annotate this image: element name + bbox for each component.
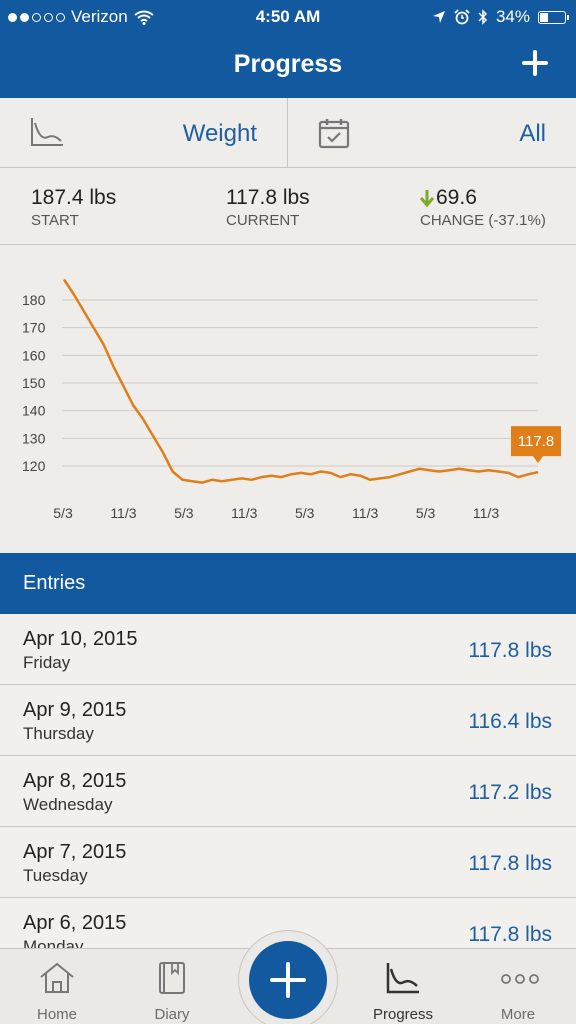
start-stat: 187.4 lbs START [31,186,116,229]
tab-diary-label: Diary [154,1006,190,1023]
entry-date: Apr 9, 2015 [23,699,127,721]
top-header: Verizon 4:50 AM 34% Progress [0,0,576,98]
arrow-down-icon [420,190,434,208]
entry-row[interactable]: Apr 6, 2015 Monday 117.8 lbs [0,898,576,948]
y-tick-label: 150 [22,375,46,391]
entry-date: Apr 10, 2015 [23,628,138,650]
entry-weight: 117.2 lbs [468,781,552,804]
entry-day: Tuesday [23,866,88,885]
y-tick-label: 120 [22,458,46,474]
date-range-value: All [519,120,546,147]
progress-chart-icon [386,963,419,994]
diary-icon [159,962,185,994]
tab-home[interactable]: Home [2,949,112,1024]
y-tick-label: 130 [22,430,46,446]
x-tick-label: 11/3 [352,505,378,521]
quick-add-button[interactable] [249,941,327,1019]
x-tick-label: 5/3 [416,505,436,521]
change-stat: 69.6 CHANGE (-37.1%) [420,186,546,229]
weight-chart[interactable]: 180 170 160 150 140 130 120 5/3 11/3 5/3 11/3 5/3 11… [0,245,576,553]
battery-percent: 34% [495,7,530,26]
tab-more[interactable]: More [463,949,573,1024]
current-label: CURRENT [226,212,300,229]
entry-day: Thursday [23,724,94,743]
entry-date: Apr 8, 2015 [23,770,127,792]
x-tick-label: 11/3 [231,505,257,521]
status-time: 4:50 AM [255,7,321,26]
calendar-icon [318,119,350,149]
last-value-callout [511,426,561,464]
entries-list[interactable]: Apr 10, 2015 Friday 117.8 lbs Apr 9, 201… [0,614,576,948]
tab-more-label: More [500,1006,536,1023]
weight-series-line [62,278,539,484]
current-stat: 117.8 lbs CURRENT [226,186,310,229]
wifi-icon [134,10,154,25]
change-label: CHANGE (-37.1%) [420,212,546,229]
y-tick-label: 170 [22,320,46,336]
x-tick-label: 5/3 [174,505,194,521]
current-value: 117.8 lbs [226,186,310,209]
metric-value: Weight [182,120,257,147]
entry-day: Friday [23,653,71,672]
entry-row[interactable]: Apr 9, 2015 Thursday 116.4 lbs [0,685,576,756]
entries-title: Entries [23,572,86,594]
line-chart-icon [31,118,63,146]
signal-strength-icon [8,12,65,22]
tab-progress[interactable]: Progress [348,949,458,1024]
x-tick-label: 11/3 [110,505,136,521]
filter-bar: Weight All [0,98,576,168]
start-value: 187.4 lbs [31,186,117,209]
entry-weight: 117.8 lbs [468,923,552,946]
more-dots-icon [501,974,539,984]
add-entry-button[interactable] [522,50,548,76]
last-value-label: 117.8 [518,433,554,450]
tab-diary[interactable]: Diary [117,949,227,1024]
weight-chart-svg: 180 170 160 150 140 130 120 5/3 11/3 5/3 11/3 5/3 11… [22,278,561,521]
y-tick-label: 180 [22,292,46,308]
tab-home-label: Home [36,1006,77,1023]
page-title: Progress [233,50,343,78]
battery-icon [538,10,569,24]
entry-day: Wednesday [23,795,113,814]
date-range-selector[interactable]: All [288,98,576,168]
y-tick-label: 160 [22,347,46,363]
entry-day: Monday [23,937,84,948]
summary-stats: 187.4 lbs START 117.8 lbs CURRENT 69.6 C… [0,168,576,245]
carrier-name: Verizon [71,7,128,26]
bluetooth-icon [478,9,488,25]
location-arrow-icon [432,11,445,23]
x-tick-label: 11/3 [473,505,499,521]
entry-row[interactable]: Apr 7, 2015 Tuesday 117.8 lbs [0,827,576,898]
x-tick-label: 5/3 [53,505,73,521]
entry-row[interactable]: Apr 10, 2015 Friday 117.8 lbs [0,614,576,685]
entry-weight: 117.8 lbs [468,852,552,875]
y-tick-label: 140 [22,403,46,419]
change-value: 69.6 [436,186,477,209]
metric-selector[interactable]: Weight [0,98,288,168]
tab-progress-label: Progress [372,1006,434,1023]
home-icon [40,962,74,993]
entry-weight: 117.8 lbs [468,639,552,662]
entries-header: Entries [0,553,576,614]
alarm-clock-icon [454,9,470,25]
entry-weight: 116.4 lbs [468,710,552,733]
entry-date: Apr 7, 2015 [23,841,127,863]
status-bar: Verizon 4:50 AM 34% [0,0,576,34]
entry-date: Apr 6, 2015 [23,912,127,934]
x-tick-label: 5/3 [295,505,315,521]
start-label: START [31,212,79,229]
entry-row[interactable]: Apr 8, 2015 Wednesday 117.2 lbs [0,756,576,827]
